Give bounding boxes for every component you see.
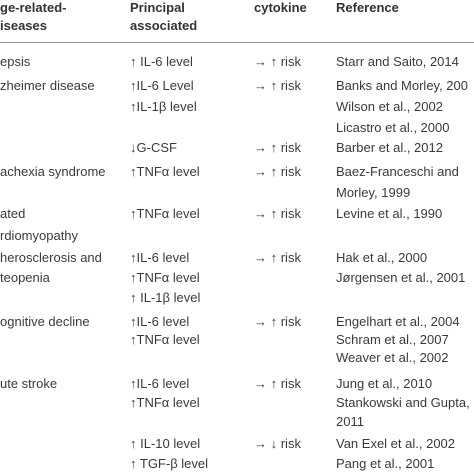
reference: Levine et al., 1990 <box>336 206 443 221</box>
risk: → ↑ risk <box>254 206 301 221</box>
disease: rdiomyopathy <box>0 228 79 243</box>
column-header: ge-related- <box>0 0 67 15</box>
disease: herosclerosis and <box>0 250 102 265</box>
reference: Baez-Franceschi and <box>336 164 459 179</box>
reference: 2011 <box>336 414 364 429</box>
cytokine-change: ↑IL-6 level <box>130 250 190 265</box>
cytokine-change: ↑ IL-10 level <box>130 436 201 451</box>
reference: Licastro et al., 2000 <box>336 120 450 135</box>
risk: → ↑ risk <box>254 54 301 69</box>
reference: Barber et al., 2012 <box>336 140 443 155</box>
reference: Jung et al., 2010 <box>336 376 433 391</box>
risk: → ↑ risk <box>254 376 301 391</box>
risk: → ↑ risk <box>254 314 301 329</box>
cytokine-change: ↑ TGF-β level <box>130 456 209 471</box>
reference: Engelhart et al., 2004 <box>336 314 460 329</box>
risk: → ↓ risk <box>254 436 301 451</box>
risk: → ↑ risk <box>254 78 301 93</box>
disease: ute stroke <box>0 376 58 391</box>
cytokine-change: ↑IL-6 level <box>130 376 190 391</box>
cytokine-change: ↑IL-6 level <box>130 314 190 329</box>
disease: zheimer disease <box>0 78 95 93</box>
cytokine-change: ↑ IL-1β level <box>130 290 201 305</box>
risk: → ↑ risk <box>254 164 301 179</box>
column-header: iseases <box>0 18 47 33</box>
risk: → ↑ risk <box>254 140 301 155</box>
reference: Morley, 1999 <box>336 185 411 200</box>
cytokine-change: ↑TNFα level <box>130 270 200 285</box>
cytokine-change: ↓G-CSF <box>130 140 177 155</box>
disease: ognitive decline <box>0 314 90 329</box>
cytokine-change: ↑TNFα level <box>130 206 200 221</box>
reference: Van Exel et al., 2002 <box>336 436 456 451</box>
reference: Schram et al., 2007 <box>336 332 449 347</box>
disease: ated <box>0 206 26 221</box>
column-header: cytokine <box>254 0 307 15</box>
reference: Weaver et al., 2002 <box>336 350 449 365</box>
cytokine-change: ↑ IL-6 level <box>130 54 193 69</box>
disease: teopenia <box>0 270 50 285</box>
reference: Wilson et al., 2002 <box>336 99 443 114</box>
header-rule <box>0 42 474 43</box>
disease: epsis <box>0 54 31 69</box>
cytokine-change: ↑TNFα level <box>130 395 200 410</box>
disease: achexia syndrome <box>0 164 106 179</box>
risk: → ↑ risk <box>254 250 301 265</box>
cytokine-change: ↑TNFα level <box>130 164 200 179</box>
reference: Stankowski and Gupta, <box>336 395 470 410</box>
cytokine-change: ↑IL-6 Level <box>130 78 194 93</box>
reference: Jørgensen et al., 2001 <box>336 270 466 285</box>
column-header: associated <box>130 18 198 33</box>
reference: Starr and Saito, 2014 <box>336 54 459 69</box>
column-header: Reference <box>336 0 399 15</box>
reference: Banks and Morley, 200 <box>336 78 468 93</box>
column-header: Principal <box>130 0 185 15</box>
cytokine-change: ↑TNFα level <box>130 332 200 347</box>
reference: Pang et al., 2001 <box>336 456 435 471</box>
reference: Hak et al., 2000 <box>336 250 428 265</box>
cytokine-change: ↑IL-1β level <box>130 99 197 114</box>
